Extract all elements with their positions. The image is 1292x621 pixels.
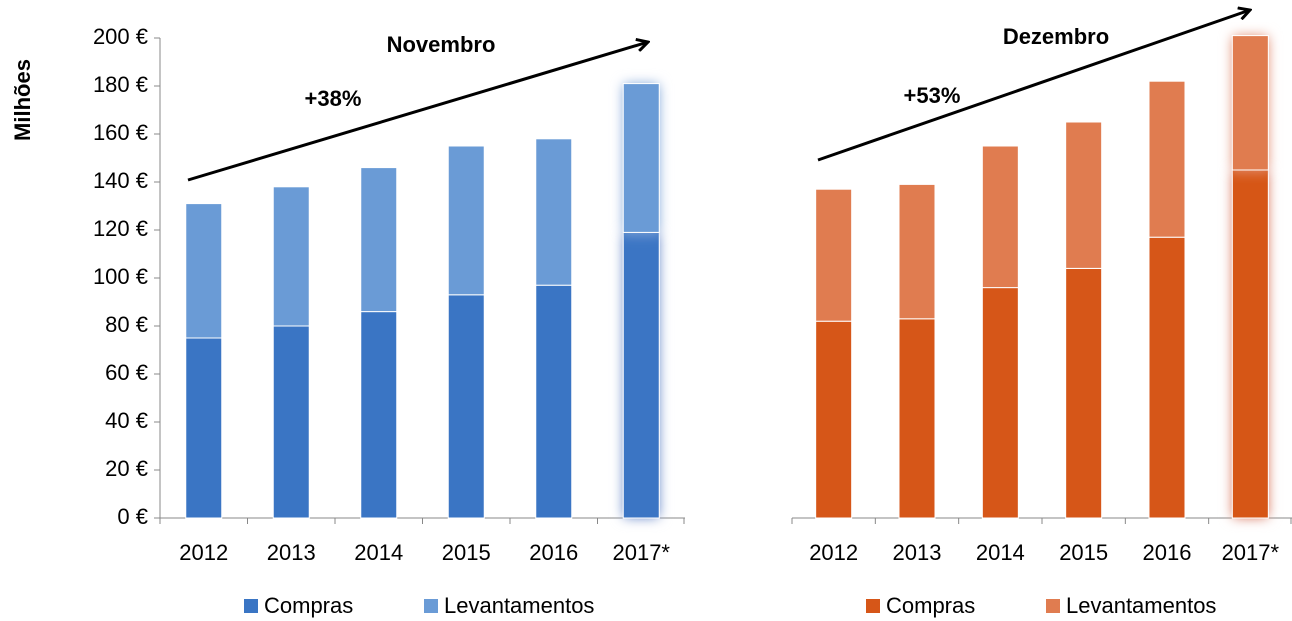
bar-segment <box>1065 121 1103 269</box>
legend-swatch <box>244 599 258 613</box>
y-tick-label: 80 € <box>105 312 148 337</box>
chart-title: Novembro <box>387 32 496 57</box>
y-axis-label: Milhões <box>10 59 35 141</box>
bar-segment <box>815 320 853 519</box>
x-tick-label: 2017* <box>1222 540 1280 565</box>
bar-segment <box>898 183 936 320</box>
legend-swatch <box>424 599 438 613</box>
bar-segment <box>622 231 660 519</box>
y-tick-label: 0 € <box>117 504 148 529</box>
bar-segment <box>815 188 853 322</box>
bar-segment <box>185 337 223 519</box>
annotation: +38% <box>305 86 362 111</box>
legend-label: Levantamentos <box>1066 593 1216 618</box>
chart-title: Dezembro <box>1003 24 1109 49</box>
y-tick-label: 140 € <box>93 168 148 193</box>
bar-segment <box>535 284 573 519</box>
x-tick-label: 2016 <box>1143 540 1192 565</box>
bar-segment <box>360 167 398 313</box>
x-tick-label: 2013 <box>267 540 316 565</box>
bar-segment <box>185 203 223 339</box>
bar-segment <box>272 186 310 327</box>
trend-arrow <box>817 10 1250 162</box>
bar-segment <box>981 287 1019 519</box>
x-tick-label: 2013 <box>893 540 942 565</box>
bar-segment <box>1148 236 1186 519</box>
x-tick-label: 2014 <box>354 540 403 565</box>
y-tick-label: 60 € <box>105 360 148 385</box>
legend-swatch <box>1046 599 1060 613</box>
bar-segment <box>272 325 310 519</box>
legend-label: Compras <box>886 593 975 618</box>
bar-segment <box>447 294 485 519</box>
x-tick-label: 2016 <box>529 540 578 565</box>
y-tick-label: 20 € <box>105 456 148 481</box>
y-tick-label: 100 € <box>93 264 148 289</box>
y-tick-label: 40 € <box>105 408 148 433</box>
y-tick-label: 200 € <box>93 24 148 49</box>
legend-label: Levantamentos <box>444 593 594 618</box>
x-tick-label: 2012 <box>179 540 228 565</box>
bar-segment <box>447 145 485 296</box>
bar-segment <box>1065 267 1103 519</box>
x-tick-label: 2017* <box>612 540 670 565</box>
y-tick-label: 160 € <box>93 120 148 145</box>
x-tick-label: 2015 <box>442 540 491 565</box>
y-tick-label: 180 € <box>93 72 148 97</box>
bar-segment <box>535 138 573 286</box>
x-tick-label: 2012 <box>809 540 858 565</box>
bar-segment <box>1231 35 1269 171</box>
x-tick-label: 2015 <box>1059 540 1108 565</box>
annotation: +53% <box>904 83 961 108</box>
bar-segment <box>1148 80 1186 238</box>
legend-label: Compras <box>264 593 353 618</box>
bar-segment <box>1231 169 1269 519</box>
bar-segment <box>981 145 1019 289</box>
bar-segment <box>622 83 660 233</box>
bar-segment <box>360 311 398 519</box>
trend-arrow <box>187 42 648 182</box>
bar-segment <box>898 318 936 519</box>
x-tick-label: 2014 <box>976 540 1025 565</box>
y-tick-label: 120 € <box>93 216 148 241</box>
legend-swatch <box>866 599 880 613</box>
